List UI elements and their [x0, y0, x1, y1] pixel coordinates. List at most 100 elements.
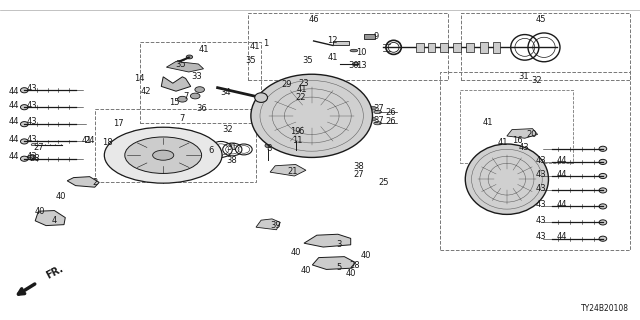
Text: 35: 35	[246, 56, 256, 65]
Ellipse shape	[599, 159, 607, 164]
Bar	[440, 72, 630, 250]
Ellipse shape	[125, 137, 202, 173]
Text: 42: 42	[141, 87, 151, 96]
Text: 29: 29	[282, 80, 292, 89]
Text: 44: 44	[557, 232, 567, 241]
Text: 43: 43	[536, 170, 546, 179]
Ellipse shape	[599, 204, 607, 209]
Ellipse shape	[191, 93, 200, 99]
Ellipse shape	[186, 55, 193, 59]
Text: 44: 44	[9, 152, 19, 161]
Text: 41: 41	[81, 136, 92, 145]
Ellipse shape	[104, 127, 222, 183]
Ellipse shape	[20, 122, 28, 127]
Text: 43: 43	[27, 101, 37, 110]
Text: 44: 44	[9, 101, 19, 110]
Text: FR.: FR.	[45, 263, 65, 281]
Text: 21: 21	[288, 167, 298, 176]
Circle shape	[369, 106, 376, 110]
Ellipse shape	[293, 137, 298, 140]
Text: 35: 35	[302, 56, 312, 65]
Text: 22: 22	[296, 93, 306, 102]
Text: 31: 31	[518, 72, 529, 81]
Text: 14: 14	[134, 74, 145, 83]
Text: 44: 44	[557, 200, 567, 209]
Ellipse shape	[599, 146, 607, 151]
Ellipse shape	[465, 144, 548, 214]
Text: 40: 40	[301, 266, 311, 275]
Ellipse shape	[27, 156, 35, 159]
Text: 34: 34	[220, 88, 230, 97]
Text: 30: 30	[348, 61, 358, 70]
Text: 37: 37	[374, 104, 384, 113]
Ellipse shape	[20, 139, 28, 144]
Text: 40: 40	[346, 269, 356, 278]
Text: 36: 36	[196, 104, 207, 113]
Ellipse shape	[290, 127, 296, 131]
Text: 43: 43	[518, 143, 529, 152]
Text: 7: 7	[180, 114, 185, 123]
Ellipse shape	[251, 74, 372, 157]
Polygon shape	[256, 219, 280, 230]
Text: 6: 6	[209, 146, 214, 155]
Text: 27: 27	[353, 170, 364, 179]
Text: 41: 41	[297, 85, 307, 94]
Bar	[466, 43, 474, 52]
Text: 8: 8	[266, 144, 271, 153]
Bar	[461, 13, 630, 80]
Text: 44: 44	[9, 117, 19, 126]
Text: 3: 3	[337, 240, 342, 249]
Text: 10: 10	[356, 48, 367, 57]
Text: 38: 38	[353, 162, 364, 171]
Ellipse shape	[20, 105, 28, 110]
Text: 19: 19	[291, 127, 301, 136]
Text: 31: 31	[227, 143, 237, 152]
Polygon shape	[304, 234, 351, 247]
Text: 44: 44	[9, 135, 19, 144]
Polygon shape	[507, 129, 538, 138]
Text: 41: 41	[497, 138, 508, 147]
Ellipse shape	[45, 217, 51, 220]
Text: 43: 43	[27, 84, 37, 92]
Polygon shape	[35, 211, 65, 226]
Text: 33: 33	[192, 72, 202, 81]
Text: 38: 38	[227, 156, 237, 164]
Bar	[416, 43, 424, 52]
Text: 25: 25	[379, 178, 389, 187]
Text: 45: 45	[536, 15, 546, 24]
Bar	[140, 42, 261, 123]
Text: 44: 44	[557, 156, 567, 164]
Text: 44: 44	[557, 170, 567, 179]
Text: 16: 16	[512, 136, 522, 145]
Polygon shape	[270, 164, 306, 176]
Text: 1: 1	[263, 39, 268, 48]
Text: 41: 41	[483, 118, 493, 127]
Text: 17: 17	[113, 119, 124, 128]
Text: 37: 37	[374, 116, 384, 124]
Bar	[333, 41, 349, 45]
Text: 43: 43	[27, 152, 37, 161]
Text: 40: 40	[361, 252, 371, 260]
Text: 32: 32	[222, 125, 232, 134]
Text: 13: 13	[356, 61, 367, 70]
Text: 7: 7	[183, 92, 188, 100]
Text: 43: 43	[536, 200, 546, 209]
Text: 41: 41	[250, 42, 260, 51]
Polygon shape	[312, 257, 355, 269]
Text: 20: 20	[526, 130, 536, 139]
Ellipse shape	[255, 93, 268, 102]
Circle shape	[31, 144, 35, 146]
Text: 43: 43	[536, 184, 546, 193]
Text: 9: 9	[374, 32, 379, 41]
Bar	[95, 109, 256, 182]
Ellipse shape	[195, 87, 205, 92]
Text: 24: 24	[84, 136, 95, 145]
Polygon shape	[161, 77, 191, 91]
Ellipse shape	[152, 150, 174, 160]
Text: 28: 28	[350, 261, 360, 270]
Text: 18: 18	[102, 138, 113, 147]
Bar	[493, 42, 500, 53]
Text: 40: 40	[291, 248, 301, 257]
Text: 28: 28	[30, 154, 40, 163]
Text: 43: 43	[27, 117, 37, 126]
